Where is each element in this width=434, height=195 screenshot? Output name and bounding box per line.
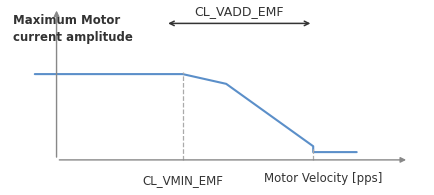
Text: CL_VMIN_EMF: CL_VMIN_EMF: [142, 174, 223, 187]
Text: CL_VADD_EMF: CL_VADD_EMF: [194, 4, 283, 18]
Text: Motor Velocity [pps]: Motor Velocity [pps]: [264, 172, 382, 185]
Text: Maximum Motor: Maximum Motor: [13, 14, 120, 27]
Text: current amplitude: current amplitude: [13, 31, 133, 44]
